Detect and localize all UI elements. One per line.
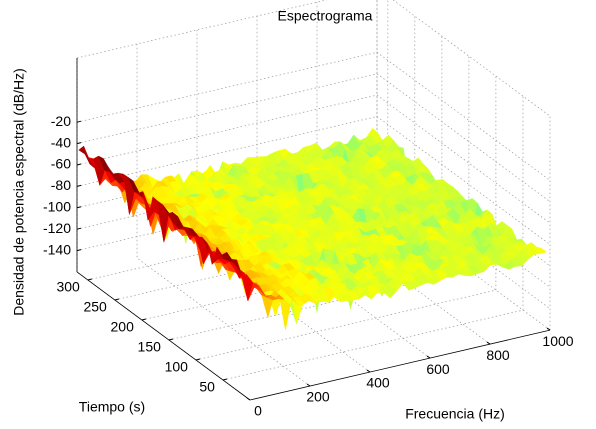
axis-line [249,329,551,401]
y-tick-label: 50 [199,379,215,395]
y-tick-label: 250 [83,299,107,315]
y-axis-label: Tiempo (s) [79,399,145,415]
z-tick [76,227,82,230]
grid-line [195,76,497,361]
x-tick [366,369,371,373]
x-tick-label: 0 [254,403,262,419]
z-tick [76,206,82,209]
z-tick-label: -80 [51,177,71,193]
grid-line [76,51,551,181]
y-tick [195,358,201,361]
surface [78,128,547,330]
z-tick [76,163,82,166]
chart-title: Espectrograma [278,8,373,24]
y-tick-label: 100 [165,359,189,375]
y-tick [222,378,228,381]
y-tick [114,298,119,301]
grid-line [222,96,524,381]
y-tick [87,278,92,281]
x-tick-label: 400 [366,375,390,391]
axes: 0200400600800100050100150200250300-140-1… [43,57,574,419]
x-tick-label: 800 [486,347,510,363]
z-tick-label: -100 [43,198,71,214]
y-tick-label: 150 [138,339,162,355]
z-tick-label: -40 [51,134,71,150]
z-tick [76,249,82,252]
x-tick-label: 1000 [542,333,573,349]
x-tick [486,341,491,345]
grid-line [76,116,551,245]
z-tick-label: -60 [51,156,71,172]
x-tick [246,397,251,401]
z-tick-label: -20 [51,113,71,129]
surface-patch [78,145,91,165]
y-tick [168,338,174,341]
z-tick-label: -120 [43,220,71,236]
y-tick [141,318,146,321]
y-tick-label: 200 [111,319,135,335]
x-tick-label: 200 [306,389,330,405]
axis-line [76,271,251,401]
x-tick [306,383,311,387]
grid-line [76,94,551,224]
x-tick [426,355,431,359]
x-tick-label: 600 [426,361,450,377]
z-axis-label: Densidad de potencia espectral (dB/Hz) [11,68,27,315]
y-tick-label: 300 [56,279,80,295]
x-tick [546,327,551,331]
x-axis-label: Frecuencia (Hz) [405,406,505,422]
z-tick [76,142,82,145]
z-tick [76,120,82,123]
z-tick-label: -140 [43,241,71,257]
surface-patch [241,274,254,302]
z-tick [76,184,82,187]
box-edge [392,0,551,117]
